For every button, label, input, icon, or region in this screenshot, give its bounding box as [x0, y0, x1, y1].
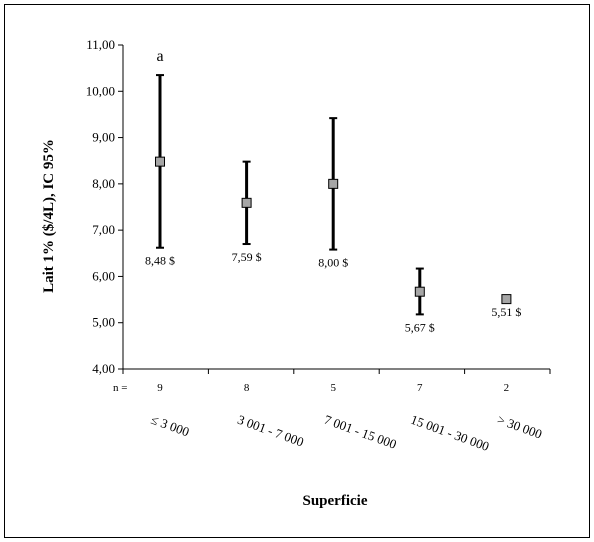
value-label: 8,48 $: [145, 254, 175, 268]
x-category-label: ≤ 3 000: [149, 412, 191, 440]
n-value: 9: [157, 382, 163, 394]
data-points: [155, 156, 512, 305]
y-tick-label: 9,00: [92, 130, 115, 145]
chart-frame: 4,00 5,00 6,00 7,00 8,00 9,00 10,00 11,00 Lait …: [4, 4, 590, 538]
x-category-label: 15 001 - 30 000: [409, 412, 492, 454]
x-category-label: > 30 000: [495, 412, 544, 442]
y-tick-label: 4,00: [92, 361, 115, 376]
data-point: [501, 294, 512, 305]
value-label: 8,00 $: [318, 256, 348, 270]
data-point: [241, 197, 252, 208]
data-point: [414, 286, 425, 297]
value-label: 5,51 $: [491, 305, 521, 319]
annotation-label: a: [156, 48, 163, 65]
y-tick-label: 7,00: [92, 222, 115, 237]
y-tick-label: 10,00: [86, 83, 115, 98]
value-label: 5,67 $: [405, 320, 435, 334]
value-labels: 8,48 $ 7,59 $ 8,00 $ 5,67 $ 5,51 $: [145, 250, 521, 334]
x-axis-label: Superficie: [303, 493, 368, 509]
chart-svg: 4,00 5,00 6,00 7,00 8,00 9,00 10,00 11,00 Lait …: [41, 37, 551, 509]
n-values: 9 8 5 7 2: [157, 382, 509, 394]
y-axis-ticks: 4,00 5,00 6,00 7,00 8,00 9,00 10,00 11,00: [86, 37, 551, 376]
data-point: [155, 156, 165, 167]
x-category-label: 7 001 - 15 000: [322, 412, 398, 452]
x-category-labels: ≤ 3 000 3 001 - 7 000 7 001 - 15 000 15 001…: [149, 412, 544, 454]
n-value: 2: [504, 382, 510, 394]
error-bars: [156, 74, 424, 316]
y-tick-label: 5,00: [92, 315, 115, 330]
value-label: 7,59 $: [232, 250, 262, 264]
annotations: a: [156, 48, 163, 65]
n-value: 5: [330, 382, 336, 394]
y-tick-label: 11,00: [86, 37, 115, 52]
n-value: 7: [417, 382, 423, 394]
n-label: n =: [113, 382, 127, 394]
y-axis-label: Lait 1% ($/4L), IC 95%: [41, 139, 57, 293]
data-point: [328, 178, 339, 189]
x-category-label: 3 001 - 7 000: [236, 412, 306, 450]
y-tick-label: 8,00: [92, 176, 115, 191]
y-tick-label: 6,00: [92, 268, 115, 283]
n-value: 8: [244, 382, 250, 394]
